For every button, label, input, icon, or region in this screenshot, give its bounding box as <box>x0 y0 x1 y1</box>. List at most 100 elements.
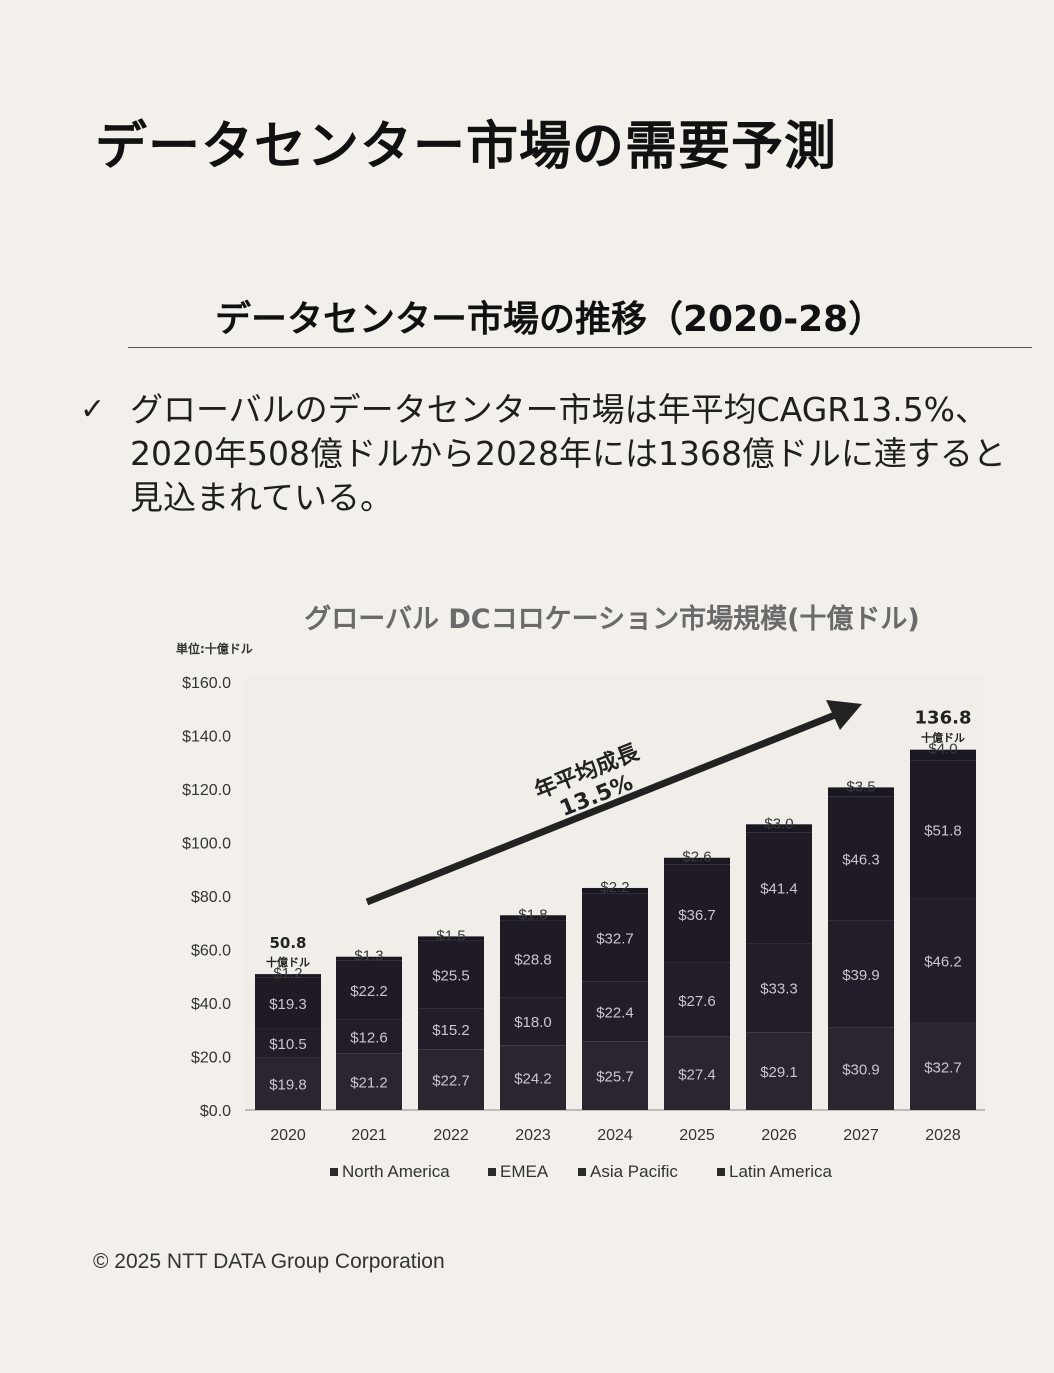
bar-value-label: $21.2 <box>350 1075 388 1092</box>
legend-swatch <box>488 1168 496 1176</box>
legend-swatch <box>717 1168 725 1176</box>
bar-segment-asia-pacific <box>746 832 812 944</box>
bar-segment-latin-america <box>418 936 484 941</box>
x-tick-label: 2021 <box>351 1127 387 1144</box>
x-tick-label: 2027 <box>843 1127 879 1144</box>
summary-line: 見込まれている。 <box>130 478 394 517</box>
bar-value-label: $12.6 <box>350 1029 388 1046</box>
legend-swatch <box>578 1168 586 1176</box>
bar-value-label: $2.6 <box>682 849 711 866</box>
bar-value-label: $30.9 <box>842 1062 880 1079</box>
bar-segment-latin-america <box>664 857 730 865</box>
bar-value-label: $1.5 <box>436 927 465 944</box>
bar-value-label: $46.2 <box>924 954 962 971</box>
bar-segment-emea <box>828 920 894 1028</box>
bar-value-label: $39.9 <box>842 967 880 984</box>
bar-segment-latin-america <box>582 887 648 894</box>
y-tick-label: $0.0 <box>200 1103 231 1120</box>
unit-label: 単位:十億ドル <box>176 641 253 656</box>
bar-segment-latin-america <box>910 749 976 761</box>
bar-segment-asia-pacific <box>910 760 976 899</box>
copyright-footer: © 2025 NTT DATA Group Corporation <box>93 1250 445 1273</box>
bar-value-label: $18.0 <box>514 1014 552 1031</box>
end-total-value: 136.8 <box>915 708 972 729</box>
start-total-value: 50.8 <box>269 934 306 952</box>
legend-label: Latin America <box>729 1162 833 1181</box>
summary-text: グローバルのデータセンター市場は年平均CAGR13.5%、 2020年508億ド… <box>130 388 1030 520</box>
x-tick-label: 2026 <box>761 1127 797 1144</box>
section-title: データセンター市場の推移（2020-28） <box>215 299 885 340</box>
y-tick-label: $40.0 <box>191 996 231 1013</box>
start-total-unit: 十億ドル <box>266 955 310 969</box>
bar-value-label: $41.4 <box>760 881 798 898</box>
x-tick-label: 2028 <box>925 1127 961 1144</box>
x-tick-label: 2024 <box>597 1127 633 1144</box>
section-divider <box>128 347 1032 348</box>
bar-segment-emea <box>664 962 730 1037</box>
bar-segment-latin-america <box>500 915 566 921</box>
bar-segment-latin-america <box>746 824 812 833</box>
bar-segment-north-america <box>746 1032 812 1110</box>
growth-arrow-shaft <box>365 711 837 906</box>
bar-value-label: $10.5 <box>269 1036 307 1053</box>
bar-value-label: $3.5 <box>846 778 875 795</box>
summary-line: 2020年508億ドルから2028年には1368億ドルに達すると <box>130 434 1006 473</box>
check-icon: ✓ <box>80 392 106 427</box>
bar-segment-north-america <box>910 1022 976 1110</box>
bar-segment-asia-pacific <box>336 960 402 1020</box>
bar-value-label: $4.0 <box>928 741 957 758</box>
bar-value-label: $32.7 <box>596 931 634 948</box>
bar-value-label: $32.7 <box>924 1059 962 1076</box>
bar-segment-emea <box>910 898 976 1023</box>
bar-segment-north-america <box>336 1053 402 1110</box>
growth-arrow-head <box>826 700 862 730</box>
bar-value-label: $15.2 <box>432 1022 470 1039</box>
y-tick-label: $160.0 <box>182 675 231 692</box>
bar-value-label: $28.8 <box>514 952 552 969</box>
x-tick-label: 2023 <box>515 1127 551 1144</box>
bar-segment-north-america <box>418 1049 484 1110</box>
y-tick-label: $140.0 <box>182 729 231 746</box>
bar-segment-asia-pacific <box>500 920 566 998</box>
bar-value-label: $25.5 <box>432 968 470 985</box>
bar-value-label: $27.6 <box>678 993 716 1010</box>
legend-swatch <box>330 1168 338 1176</box>
bar-segment-emea <box>336 1019 402 1054</box>
bar-segment-north-america <box>664 1036 730 1110</box>
x-tick-label: 2022 <box>433 1127 469 1144</box>
y-tick-label: $60.0 <box>191 943 231 960</box>
market-size-chart: グローバル DCコロケーション市場規模(十億ドル) 単位:十億ドル $0.0 $2… <box>176 603 985 1181</box>
bar-segment-asia-pacific <box>582 893 648 982</box>
bar-value-label: $29.1 <box>760 1064 798 1081</box>
bar-value-label: $1.2 <box>273 965 302 982</box>
end-total-unit: 十億ドル <box>921 731 965 745</box>
bar-segment-latin-america <box>336 956 402 961</box>
bar-value-label: $46.3 <box>842 852 880 869</box>
bar-segment-asia-pacific <box>255 977 321 1029</box>
bar-segment-asia-pacific <box>828 796 894 921</box>
bar-segment-latin-america <box>255 974 321 978</box>
bar-segment-latin-america <box>828 787 894 797</box>
bar-value-label: $36.7 <box>678 907 716 924</box>
bar-segment-emea <box>582 981 648 1042</box>
y-tick-label: $20.0 <box>191 1050 231 1067</box>
bar-value-label: $2.2 <box>600 879 629 896</box>
bar-segment-asia-pacific <box>664 864 730 963</box>
bar-segment-asia-pacific <box>418 940 484 1009</box>
bar-segment-emea <box>418 1008 484 1050</box>
bar-value-label: $25.7 <box>596 1069 634 1086</box>
bar-segment-emea <box>255 1028 321 1058</box>
bar-value-label: $22.2 <box>350 983 388 1000</box>
bar-value-label: $24.2 <box>514 1071 552 1088</box>
y-tick-label: $80.0 <box>191 889 231 906</box>
bar-segment-emea <box>500 997 566 1046</box>
bar-value-label: $1.8 <box>518 906 547 923</box>
chart-title: グローバル DCコロケーション市場規模(十億ドル) <box>304 603 920 635</box>
bar-segment-north-america <box>582 1041 648 1110</box>
summary-line: グローバルのデータセンター市場は年平均CAGR13.5%、 <box>130 390 989 429</box>
bar-value-label: $3.0 <box>764 815 793 832</box>
bar-value-label: $1.3 <box>354 948 383 965</box>
y-tick-label: $120.0 <box>182 782 231 799</box>
bar-value-label: $22.7 <box>432 1073 470 1090</box>
bar-value-label: $19.3 <box>269 996 307 1013</box>
